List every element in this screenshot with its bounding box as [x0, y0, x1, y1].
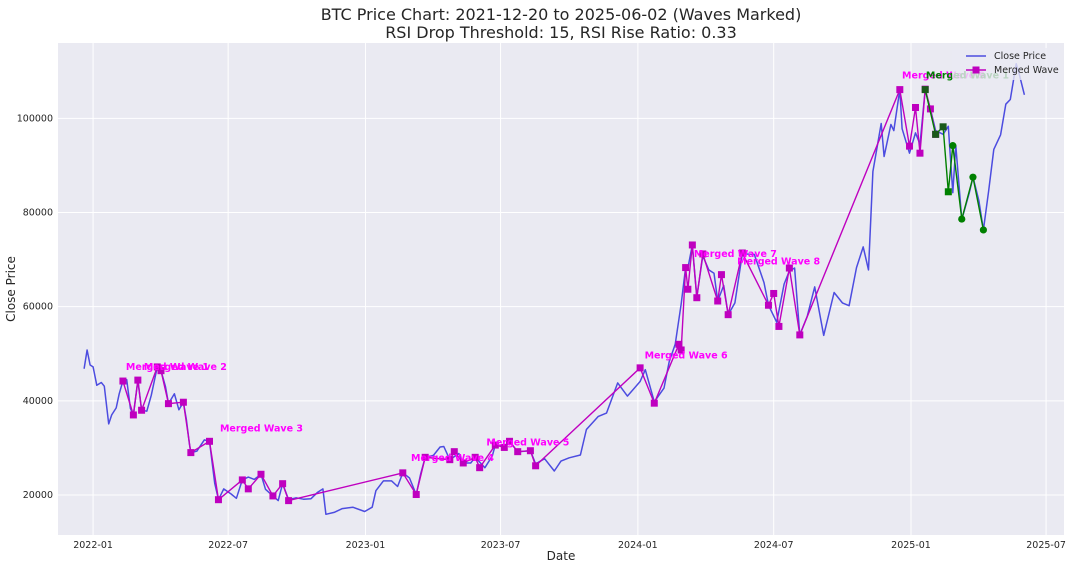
- merged-wave-marker: [911, 104, 919, 112]
- merged-wave-marker: [138, 406, 146, 414]
- merged-wave-marker: [450, 448, 458, 456]
- merged-wave-marker: [399, 469, 407, 477]
- merged-wave-marker: [446, 456, 454, 464]
- merged-wave-marker: [526, 447, 534, 455]
- merged-wave-marker: [421, 453, 429, 461]
- x-axis-label: Date: [547, 549, 576, 563]
- series-layer: [83, 62, 1026, 516]
- green-wave-marker: [921, 86, 929, 94]
- merged-wave-marker: [770, 289, 778, 297]
- y-tick-label: 100000: [17, 113, 53, 124]
- wave-label: Merged Wave 8: [737, 256, 820, 267]
- merged-wave-marker: [738, 249, 746, 257]
- merged-wave-marker: [785, 264, 793, 272]
- merged-wave-marker: [244, 485, 252, 493]
- merged-wave-marker: [205, 437, 213, 445]
- merged-wave-marker: [129, 411, 137, 419]
- merged-wave-marker: [699, 250, 707, 258]
- wave-label: Merged Wave 7: [694, 249, 777, 260]
- merged-wave-marker: [682, 264, 690, 272]
- merged-wave-marker: [717, 271, 725, 279]
- x-tick-label: 2022-01: [73, 540, 113, 551]
- merged-wave-marker: [257, 470, 265, 478]
- merged-wave-marker: [926, 105, 934, 113]
- merged-wave-marker: [693, 294, 701, 302]
- merged-wave-marker: [506, 437, 514, 445]
- legend: Close Price Merged Wave: [952, 48, 1060, 80]
- y-axis-label: Close Price: [4, 256, 18, 322]
- chart-subtitle: RSI Drop Threshold: 15, RSI Rise Ratio: …: [385, 23, 737, 42]
- green-wave-marker: [932, 130, 940, 138]
- merged-wave-marker: [476, 464, 484, 472]
- x-tick-label: 2023-07: [481, 540, 521, 551]
- merged-wave-marker: [532, 462, 540, 470]
- merged-wave-marker: [677, 346, 685, 354]
- green-wave-marker: [979, 226, 988, 234]
- x-tick-label: 2024-01: [618, 540, 658, 551]
- y-tick-label: 20000: [23, 490, 53, 501]
- merged-wave-marker: [157, 367, 165, 375]
- merged-wave-marker: [187, 449, 195, 457]
- merged-wave-marker: [714, 297, 722, 305]
- x-tick-label: 2022-07: [208, 540, 248, 551]
- x-tick-label: 2025-01: [891, 540, 931, 551]
- merged-wave-marker: [916, 149, 924, 157]
- y-tick-label: 60000: [23, 302, 53, 313]
- merged-wave-marker: [500, 443, 508, 451]
- merged-wave-marker: [134, 376, 142, 384]
- legend-label-close-price: Close Price: [994, 51, 1046, 62]
- wave-label: Merged Wave 3: [220, 423, 303, 434]
- merged-wave-marker: [650, 399, 658, 407]
- merged-wave-marker: [153, 363, 161, 371]
- merged-wave-marker: [238, 476, 246, 484]
- axis-ticks: 2022-01 2022-07 2023-01 2023-07 2024-01 2024-…: [17, 113, 1066, 551]
- y-tick-label: 40000: [23, 396, 53, 407]
- wave-label: Merged Wave 2: [144, 362, 227, 373]
- x-tick-label: 2023-01: [346, 540, 386, 551]
- merged-wave-marker: [796, 331, 804, 339]
- green-wave-marker: [949, 142, 957, 150]
- legend-marker-merged-wave: [972, 66, 980, 74]
- merged-wave-marker: [269, 492, 277, 500]
- grid-lines: [58, 43, 1064, 535]
- merged-wave-marker: [684, 285, 692, 293]
- merged-wave-marker: [471, 453, 479, 461]
- merged-wave-marker: [906, 142, 914, 150]
- merged-wave-marker: [279, 480, 287, 488]
- chart-title: BTC Price Chart: 2021-12-20 to 2025-06-0…: [321, 5, 802, 24]
- plot-area: [58, 43, 1064, 535]
- y-tick-label: 80000: [23, 207, 53, 218]
- merged-wave-line: [122, 87, 937, 502]
- wave-label: Merged Wave 5: [486, 438, 569, 449]
- merged-wave-marker: [491, 441, 499, 449]
- merged-wave-marker: [459, 459, 467, 467]
- merged-wave-marker: [775, 322, 783, 330]
- green-wave-marker: [939, 123, 947, 131]
- merged-wave-marker: [896, 86, 904, 94]
- merged-wave-marker: [412, 491, 420, 499]
- wave-label: Merged Wave 1: [126, 362, 209, 373]
- merged-wave-marker: [688, 241, 696, 249]
- merged-wave-marker: [636, 364, 644, 372]
- merged-wave-marker: [675, 340, 683, 348]
- merged-wave-marker: [764, 301, 772, 309]
- merged-wave-marker: [214, 496, 222, 504]
- x-tick-label: 2024-07: [754, 540, 794, 551]
- green-wave-marker: [958, 215, 966, 223]
- green-wave-marker: [944, 188, 952, 196]
- merged-wave-marker: [285, 497, 293, 505]
- wave-label: Merged Wave 4: [411, 453, 494, 464]
- wave-label: Merged Wave 9: [902, 70, 985, 81]
- merged-wave-marker: [514, 448, 522, 456]
- merged-wave-marker: [119, 377, 127, 385]
- wave-label: Merged Wave 6: [645, 350, 728, 361]
- merged-wave-marker: [164, 400, 172, 408]
- merged-wave-marker: [724, 311, 732, 319]
- green-wave-marker: [969, 173, 977, 181]
- x-tick-label: 2025-07: [1026, 540, 1066, 551]
- merged-wave-marker: [179, 398, 187, 406]
- legend-label-merged-wave: Merged Wave: [994, 65, 1059, 76]
